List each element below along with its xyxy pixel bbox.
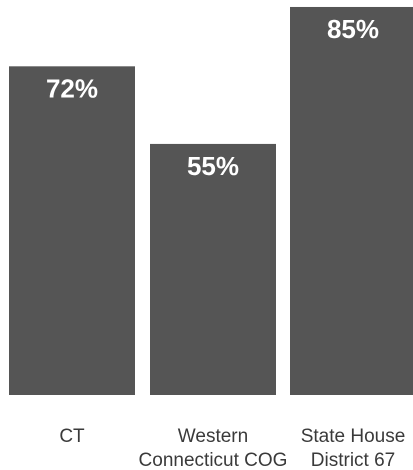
category-label-2-line-1: Western [178,426,248,447]
bar-1 [9,66,135,395]
bar-value-labels-group: 72% 55% 85% [46,14,379,181]
category-label-3-line-1: State House [301,426,406,447]
bar-value-label-1: 72% [46,73,98,103]
category-label-1-line-1: CT [59,426,85,447]
category-labels-group: CT Western Connecticut COG State House Distr… [59,426,405,470]
bar-value-label-2: 55% [187,151,239,181]
category-label-2-line-2: Connecticut COG [139,450,288,470]
bar-3 [290,6,413,395]
category-label-3-line-2: District 67 [311,450,395,470]
bar-value-label-3: 85% [327,14,379,44]
bar-2 [150,143,276,395]
bars-group [9,6,413,395]
